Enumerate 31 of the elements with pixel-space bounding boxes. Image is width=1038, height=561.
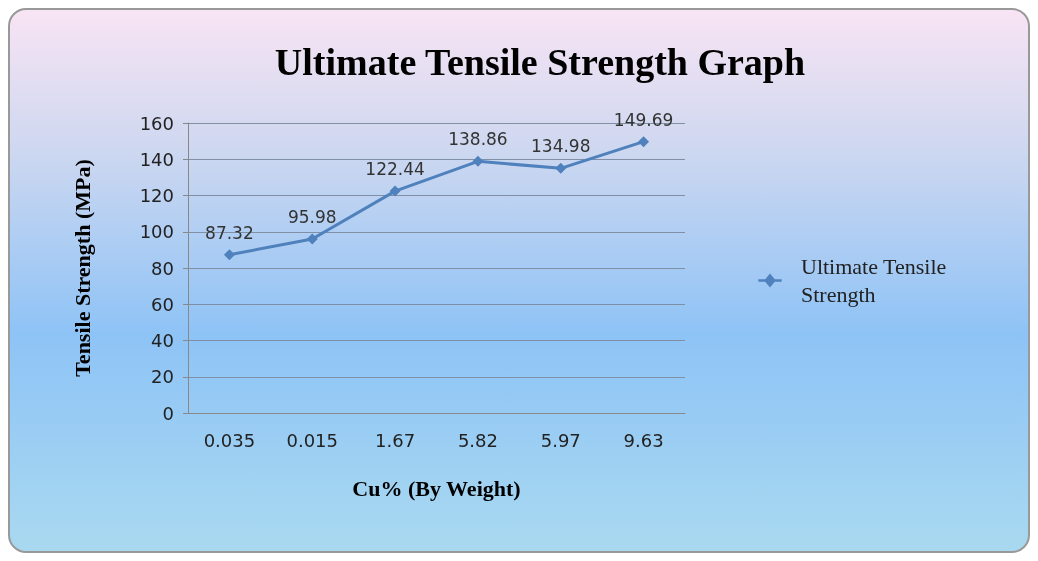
x-axis-title: Cu% (By Weight): [352, 475, 521, 501]
x-tick-label: 0.015: [286, 429, 339, 451]
data-label: 122.44: [365, 159, 425, 180]
data-label: 134.98: [531, 136, 591, 157]
data-label: 87.32: [205, 222, 254, 243]
point: [223, 249, 235, 261]
data-label: 149.69: [613, 109, 674, 130]
x-tick-label: 0.035: [203, 429, 256, 451]
point: [555, 162, 567, 174]
x-tick-label: 5.82: [457, 429, 498, 451]
legend-label: Ultimate Tensile Strength: [801, 254, 952, 307]
data-label: 138.86: [448, 129, 508, 150]
data-label: 95.98: [287, 207, 337, 228]
y-tick-label: 80: [151, 257, 174, 279]
point: [472, 155, 484, 167]
y-tick-label: 140: [139, 148, 174, 170]
point: [389, 185, 401, 197]
y-tick-label: 40: [151, 330, 174, 351]
y-tick-label: 0: [162, 402, 174, 424]
x-tick-label: 5.97: [540, 429, 581, 451]
x-tick-label: 1.67: [375, 429, 416, 451]
point: [306, 233, 318, 245]
y-tick-label: 120: [139, 185, 174, 206]
y-axis-title: Tensile Strength (MPa): [69, 159, 95, 377]
y-tick-label: 60: [151, 293, 174, 315]
chart-title: Ultimate Tensile Strength Graph: [274, 41, 806, 83]
point: [638, 136, 650, 148]
y-tick-label: 160: [139, 112, 174, 134]
y-tick-label: 20: [151, 366, 174, 388]
y-tick-label: 100: [139, 221, 174, 243]
x-tick-label: 9.63: [623, 429, 664, 451]
